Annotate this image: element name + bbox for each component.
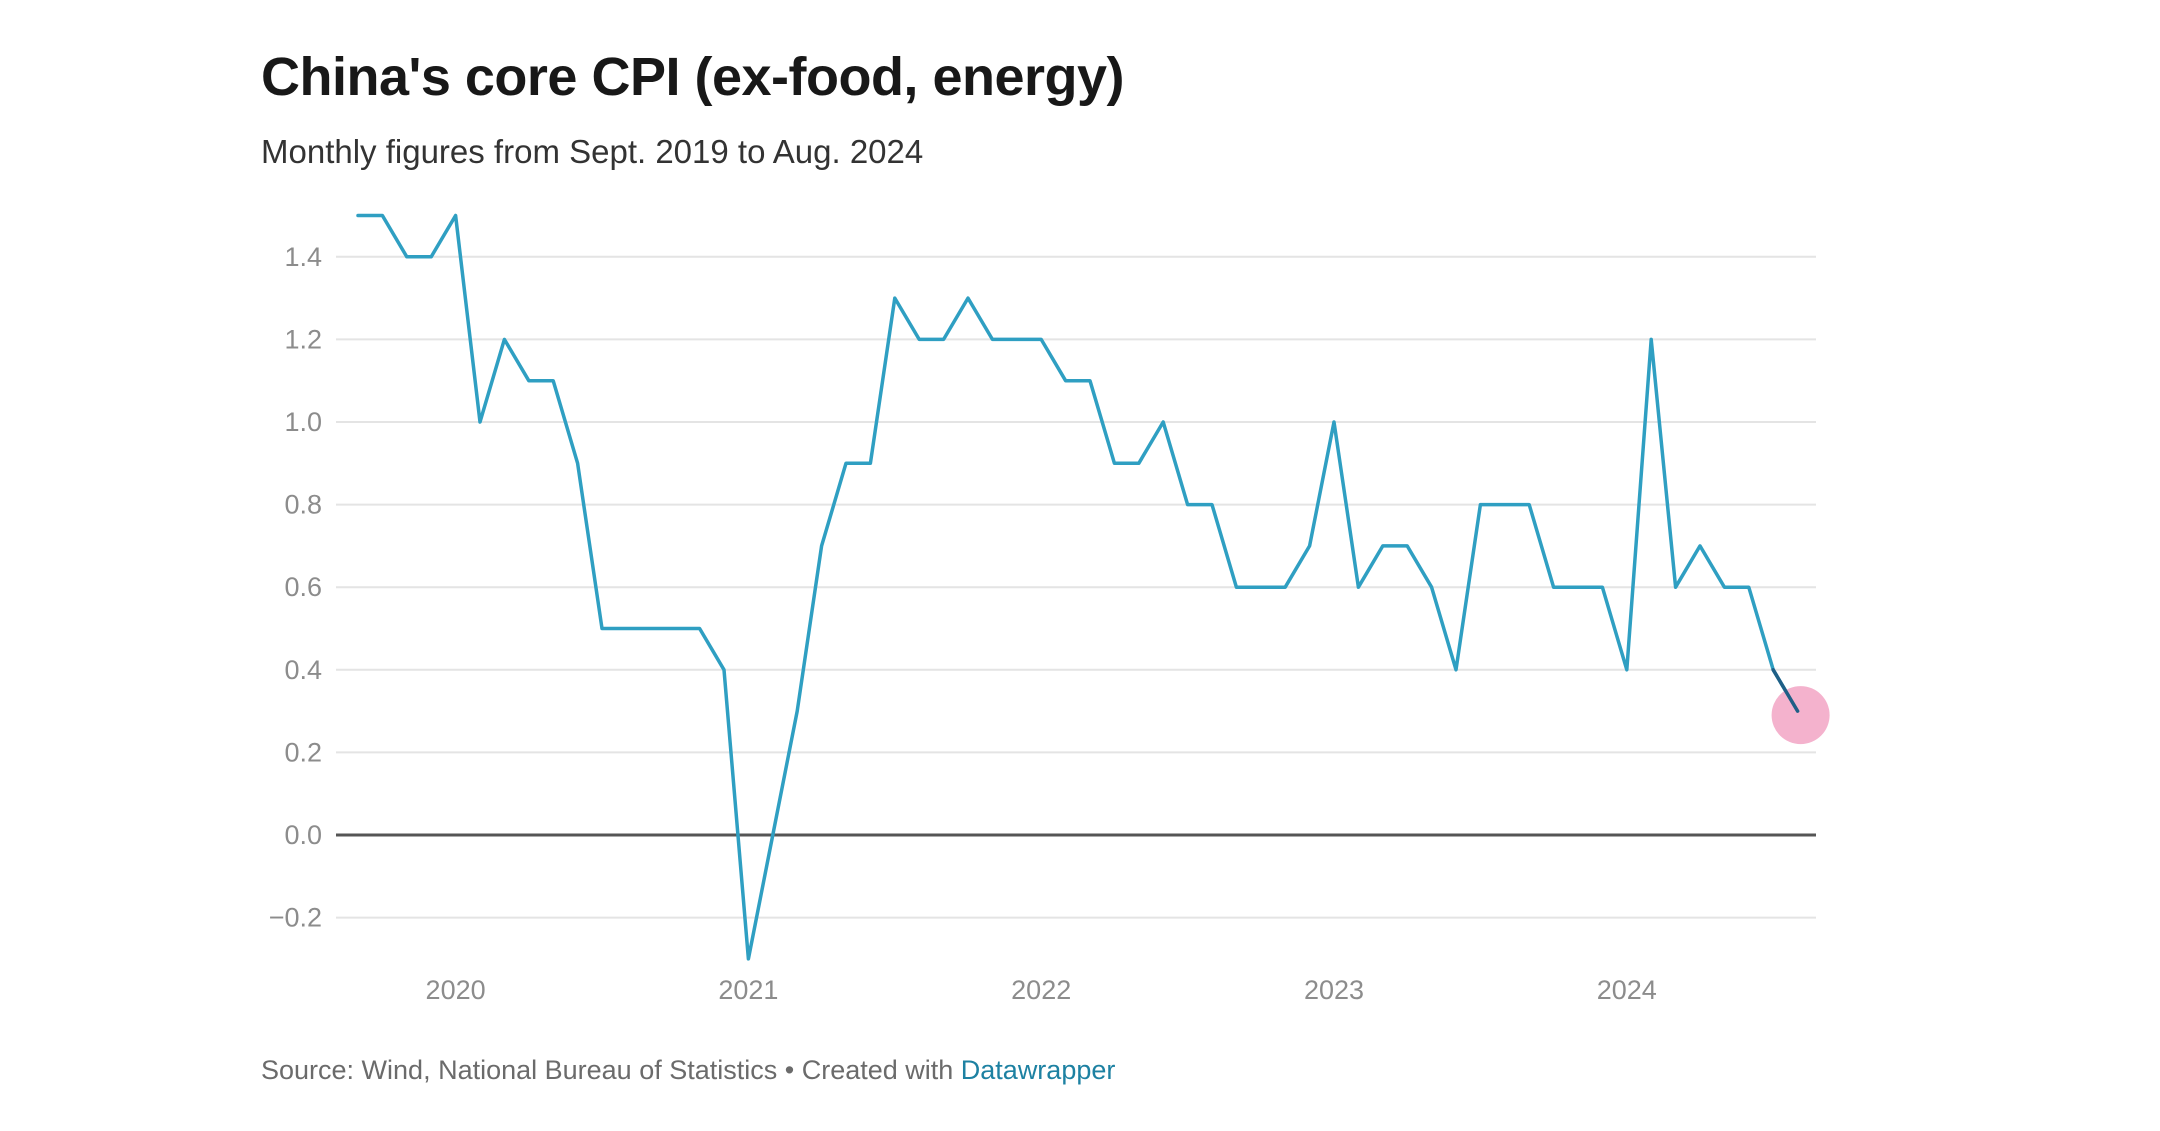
data-point [965, 295, 971, 301]
y-tick-label: 1.2 [284, 324, 322, 354]
data-point [1477, 502, 1483, 508]
data-point [1233, 584, 1239, 590]
data-point [1136, 460, 1142, 466]
data-point [477, 419, 483, 425]
data-point [843, 460, 849, 466]
y-axis-ticks: −0.2 0.0 0.2 0.4 0.6 0.8 1.0 1.2 1.4 [269, 242, 322, 933]
chart-footer: Source: Wind, National Bureau of Statist… [261, 1055, 1115, 1086]
data-point [1404, 543, 1410, 549]
data-point [1087, 378, 1093, 384]
last-point-highlight [1771, 686, 1830, 745]
data-point [672, 626, 678, 632]
y-tick-label: 0.4 [284, 655, 322, 685]
data-point [1721, 584, 1727, 590]
y-tick-label: 1.0 [284, 407, 322, 437]
data-point [1453, 667, 1459, 673]
y-tick-label: −0.2 [269, 903, 322, 933]
data-point [1307, 543, 1313, 549]
data-point [1746, 584, 1752, 590]
y-tick-label: 0.8 [284, 490, 322, 520]
data-point [501, 336, 507, 342]
data-point [379, 213, 385, 219]
data-point [794, 708, 800, 714]
data-point [599, 626, 605, 632]
data-point [575, 460, 581, 466]
data-point [1258, 584, 1264, 590]
data-point [1111, 460, 1117, 466]
data-point [1599, 584, 1605, 590]
data-point [1697, 543, 1703, 549]
data-point [526, 378, 532, 384]
data-point [770, 832, 776, 838]
data-point [1429, 584, 1435, 590]
data-point [1209, 502, 1215, 508]
data-point [1502, 502, 1508, 508]
data-point [745, 956, 751, 962]
y-tick-label: 0.2 [284, 737, 322, 767]
data-point [428, 254, 434, 260]
series-line-core-cpi [356, 213, 1800, 961]
data-point [697, 626, 703, 632]
y-tick-label: 1.4 [284, 242, 322, 272]
data-point [1014, 336, 1020, 342]
last-segment [1771, 668, 1800, 713]
data-point [1575, 584, 1581, 590]
data-point [867, 460, 873, 466]
data-point [1624, 667, 1630, 673]
data-point [1282, 584, 1288, 590]
source-text: Source: Wind, National Bureau of Statist… [261, 1055, 961, 1085]
datawrapper-link[interactable]: Datawrapper [960, 1055, 1116, 1085]
data-point [623, 626, 629, 632]
data-point [453, 213, 459, 219]
data-point [892, 295, 898, 301]
x-axis-ticks: 2020 2021 2022 2023 2024 [426, 975, 1657, 1005]
data-point [1355, 584, 1361, 590]
data-point [1380, 543, 1386, 549]
x-tick-label: 2021 [718, 975, 778, 1005]
y-tick-label: 0.6 [284, 572, 322, 602]
data-point [1673, 584, 1679, 590]
data-point [550, 378, 556, 384]
x-tick-label: 2024 [1597, 975, 1657, 1005]
chart-title: China's core CPI (ex-food, energy) [261, 47, 1125, 107]
data-point [404, 254, 410, 260]
data-point [1185, 502, 1191, 508]
data-point [1551, 584, 1557, 590]
x-tick-label: 2023 [1304, 975, 1364, 1005]
data-point [819, 543, 825, 549]
data-point [1648, 336, 1654, 342]
data-point [1038, 336, 1044, 342]
data-point [1063, 378, 1069, 384]
line-chart: −0.20.00.20.40.60.81.01.21.4 2020 2021 202… [269, 213, 1830, 1005]
x-tick-label: 2022 [1011, 975, 1071, 1005]
data-point [941, 336, 947, 342]
y-tick-label: 0.0 [284, 820, 322, 850]
chart-subtitle: Monthly figures from Sept. 2019 to Aug. … [261, 133, 924, 170]
data-point [916, 336, 922, 342]
data-point [989, 336, 995, 342]
data-point [1331, 419, 1337, 425]
data-point [721, 667, 727, 673]
data-point [1526, 502, 1532, 508]
data-point [648, 626, 654, 632]
x-tick-label: 2020 [426, 975, 486, 1005]
data-point [1160, 419, 1166, 425]
series-layer [355, 213, 1830, 962]
data-point [355, 213, 361, 219]
